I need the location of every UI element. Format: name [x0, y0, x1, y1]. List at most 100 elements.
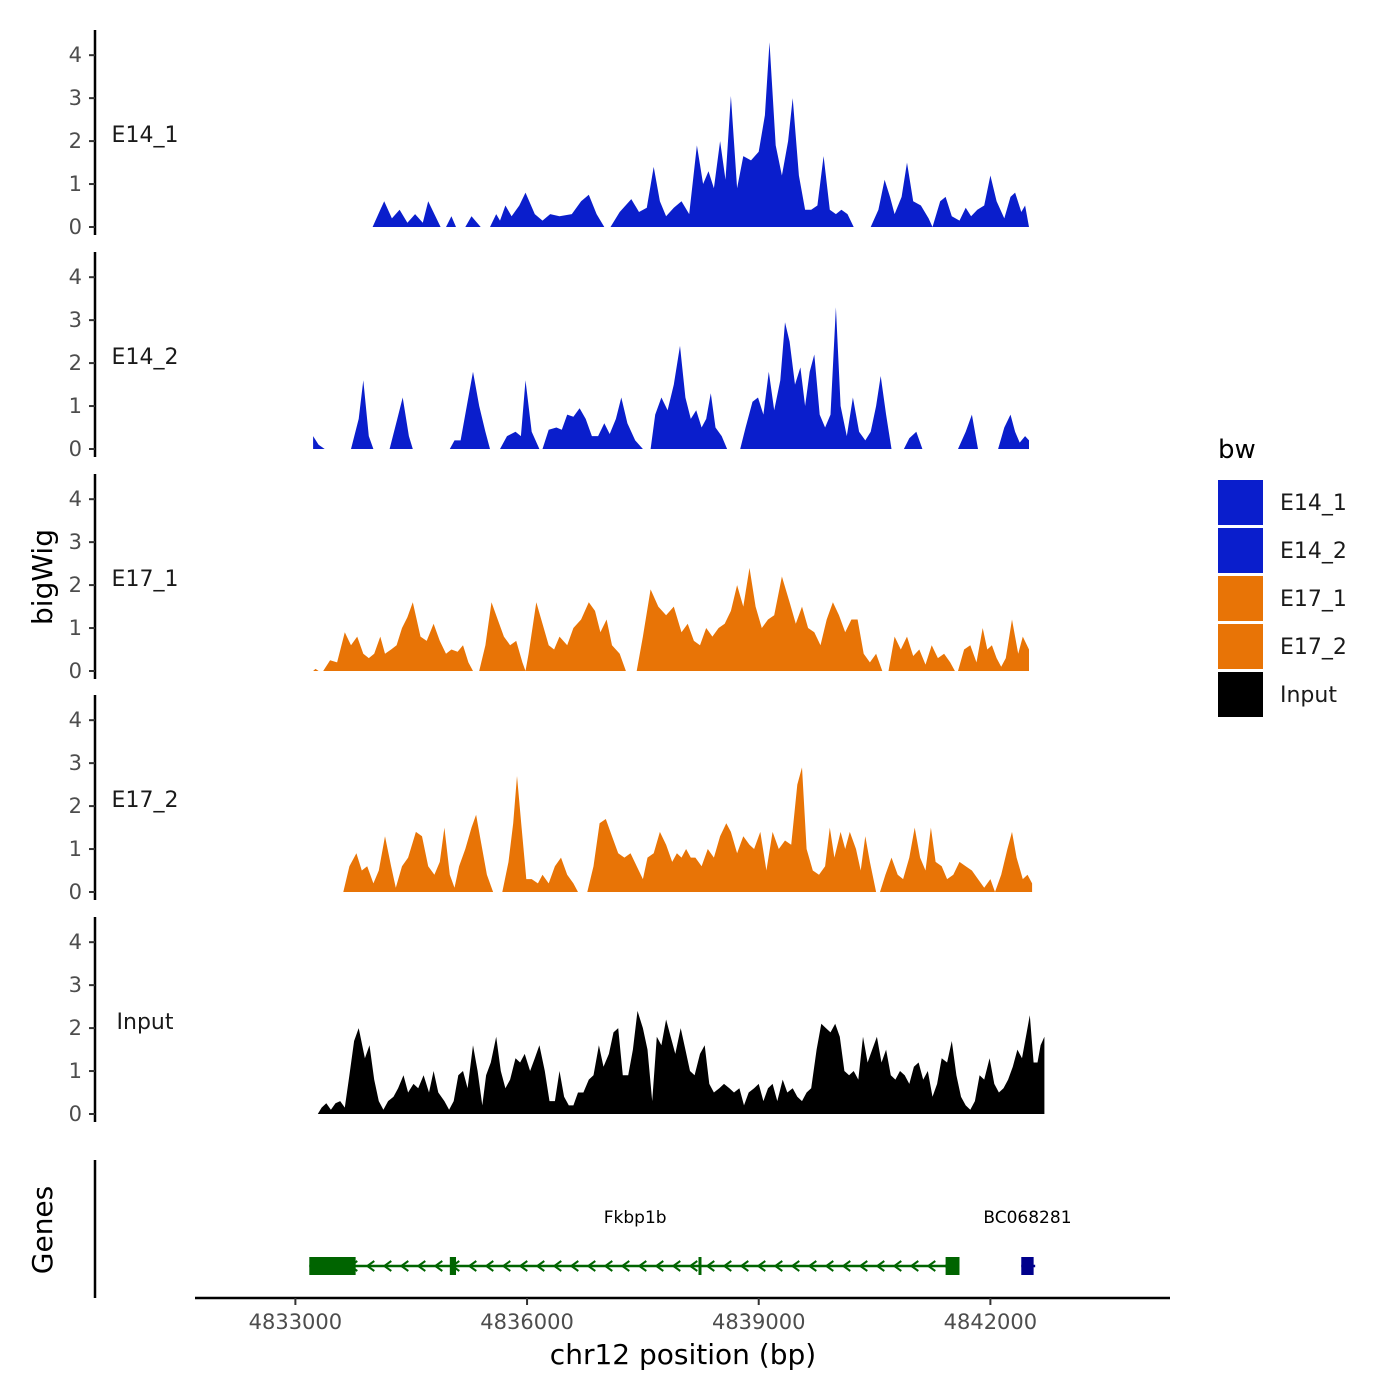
- gene-exon: [698, 1257, 702, 1275]
- strand-arrow: [552, 1260, 562, 1272]
- legend-swatch: [1218, 528, 1263, 573]
- strand-arrow: [637, 1260, 647, 1272]
- strand-arrow: [841, 1260, 851, 1272]
- y-tick-label: 2: [69, 129, 82, 153]
- area-e17-2: [343, 767, 1033, 892]
- strand-arrow: [433, 1260, 443, 1272]
- y-tick-label: 2: [69, 573, 82, 597]
- y-tick-label: 1: [69, 394, 82, 418]
- y-tick-label: 2: [69, 1016, 82, 1040]
- strand-arrow: [756, 1260, 766, 1272]
- strand-arrow: [365, 1260, 375, 1272]
- y-tick-label: 3: [69, 86, 82, 110]
- y-tick-label: 3: [69, 751, 82, 775]
- strand-arrow: [586, 1260, 596, 1272]
- tracks: 0 1 2 3 4 E14_1 0 1 2 3 4 E14_2 0 1 2 3 4 E17_1 0 1 2 3 4 E17_2…: [69, 30, 1045, 1126]
- strand-arrow: [518, 1260, 528, 1272]
- gene-exon: [1021, 1257, 1034, 1275]
- strand-arrow: [620, 1260, 630, 1272]
- track-e17-1: 0 1 2 3 4 E17_1: [69, 474, 1030, 683]
- y-tick-label: 4: [69, 708, 82, 732]
- y-tick-label: 0: [69, 1102, 82, 1126]
- strand-arrow: [535, 1260, 545, 1272]
- strand-arrow: [909, 1260, 919, 1272]
- y-tick-label: 0: [69, 437, 82, 461]
- legend: E14_1 E14_2 E17_1 E17_2 Input: [1218, 480, 1347, 717]
- area-input: [317, 1010, 1045, 1114]
- track-input: 0 1 2 3 4 Input: [69, 917, 1045, 1126]
- y-tick-label: 2: [69, 794, 82, 818]
- y-tick-label: 3: [69, 530, 82, 554]
- gene-fkbp1b: Fkbp1b: [309, 1208, 960, 1275]
- y-tick-label: 1: [69, 172, 82, 196]
- strand-arrow: [705, 1260, 715, 1272]
- legend-swatch: [1218, 672, 1263, 717]
- strand-arrow: [654, 1260, 664, 1272]
- x-tick-label: 4836000: [480, 1310, 574, 1334]
- y-tick-label: 2: [69, 351, 82, 375]
- track-label: E14_2: [112, 345, 179, 370]
- strand-arrow: [773, 1260, 783, 1272]
- x-tick-label: 4839000: [712, 1310, 806, 1334]
- y-tick-label: 4: [69, 43, 82, 67]
- y-tick-label: 1: [69, 837, 82, 861]
- strand-arrow: [416, 1260, 426, 1272]
- strand-arrow: [790, 1260, 800, 1272]
- y-tick-label: 4: [69, 930, 82, 954]
- legend-swatch: [1218, 624, 1263, 669]
- strand-arrow: [722, 1260, 732, 1272]
- strand-arrow: [484, 1260, 494, 1272]
- y-tick-label: 0: [69, 880, 82, 904]
- y-tick-label: 3: [69, 308, 82, 332]
- legend-swatch: [1218, 576, 1263, 621]
- legend-title: bw: [1218, 435, 1256, 465]
- legend-label: E14_2: [1280, 539, 1347, 564]
- track-e17-2: 0 1 2 3 4 E17_2: [69, 695, 1033, 904]
- strand-arrow: [671, 1260, 681, 1272]
- strand-arrow: [875, 1260, 885, 1272]
- y-tick-label: 4: [69, 265, 82, 289]
- x-axis-title: chr12 position (bp): [550, 1338, 816, 1371]
- strand-arrow: [926, 1260, 936, 1272]
- legend-label: E14_1: [1280, 491, 1347, 516]
- gene-exon: [309, 1257, 356, 1275]
- genes-axis-title: Genes: [26, 1186, 59, 1274]
- legend-label: E17_1: [1280, 587, 1347, 612]
- track-e14-1: 0 1 2 3 4 E14_1: [69, 30, 1030, 239]
- strand-arrow: [382, 1260, 392, 1272]
- legend-label: Input: [1280, 683, 1337, 708]
- legend-label: E17_2: [1280, 635, 1347, 660]
- y-tick-label: 0: [69, 215, 82, 239]
- y-tick-label: 1: [69, 1059, 82, 1083]
- y-tick-label: 3: [69, 973, 82, 997]
- y-tick-label: 1: [69, 616, 82, 640]
- track-label: E17_2: [112, 788, 179, 813]
- area-e14-2: [313, 307, 1030, 449]
- genes-panel: Fkbp1b BC068281: [93, 1160, 1072, 1298]
- gene-bc068281: BC068281: [983, 1208, 1072, 1275]
- track-e14-2: 0 1 2 3 4 E14_2: [69, 252, 1030, 461]
- area-e17-1: [313, 567, 1030, 671]
- strand-arrow: [399, 1260, 409, 1272]
- x-tick-label: 4833000: [249, 1310, 343, 1334]
- legend-entry-e14-1: E14_1: [1218, 480, 1347, 525]
- x-axis: 4833000 4836000 4839000 4842000: [195, 1296, 1170, 1334]
- legend-entry-e14-2: E14_2: [1218, 528, 1347, 573]
- strand-arrow: [807, 1260, 817, 1272]
- gene-exon: [449, 1257, 457, 1275]
- x-tick-label: 4842000: [944, 1310, 1038, 1334]
- strand-arrow: [603, 1260, 613, 1272]
- legend-entry-e17-2: E17_2: [1218, 624, 1347, 669]
- y-axis-title: bigWig: [26, 529, 59, 625]
- strand-arrow: [892, 1260, 902, 1272]
- gene-label: BC068281: [983, 1208, 1071, 1228]
- strand-arrow: [501, 1260, 511, 1272]
- legend-swatch: [1218, 480, 1263, 525]
- strand-arrow: [569, 1260, 579, 1272]
- gene-label: Fkbp1b: [604, 1208, 667, 1228]
- y-tick-label: 0: [69, 659, 82, 683]
- legend-entry-e17-1: E17_1: [1218, 576, 1347, 621]
- track-label: E14_1: [112, 123, 179, 148]
- legend-entry-input: Input: [1218, 672, 1337, 717]
